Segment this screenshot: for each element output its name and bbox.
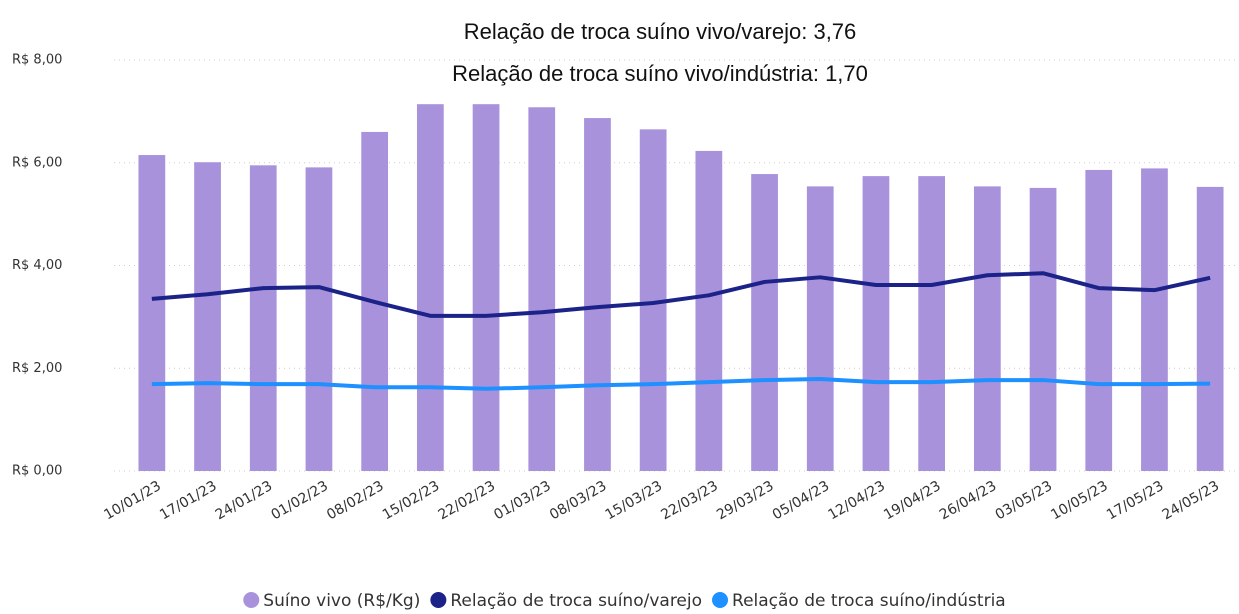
y-tick-label: R$ 2,00 xyxy=(12,361,62,376)
x-tick-label: 15/03/23 xyxy=(603,478,665,523)
y-tick-label: R$ 6,00 xyxy=(12,155,62,170)
x-tick-label: 10/01/23 xyxy=(101,478,163,523)
x-tick-label: 17/01/23 xyxy=(157,478,219,523)
x-tick-label: 22/03/23 xyxy=(658,478,720,523)
x-tick-label: 22/02/23 xyxy=(436,478,498,523)
x-tick-label: 03/05/23 xyxy=(993,478,1055,523)
x-tick-label: 08/02/23 xyxy=(324,478,386,523)
x-tick-label: 29/03/23 xyxy=(714,478,776,523)
bar xyxy=(305,167,333,471)
x-tick-label: 12/04/23 xyxy=(825,478,887,523)
bar xyxy=(584,118,611,472)
bar xyxy=(194,162,221,471)
bar xyxy=(806,186,834,471)
x-tick-label: 10/05/23 xyxy=(1048,478,1110,523)
x-tick-label: 26/04/23 xyxy=(937,478,999,523)
x-tick-label: 24/05/23 xyxy=(1160,478,1222,523)
x-tick-label: 01/03/23 xyxy=(491,478,553,523)
x-tick-label: 01/02/23 xyxy=(268,478,330,523)
y-tick-label: R$ 8,00 xyxy=(12,53,62,68)
legend-marker xyxy=(430,592,447,608)
bar xyxy=(1085,169,1113,471)
legend-label: Suíno vivo (R$/Kg) xyxy=(263,591,420,611)
bar xyxy=(695,150,723,471)
x-tick-label: 17/05/23 xyxy=(1104,478,1166,523)
bar xyxy=(138,155,166,471)
bar xyxy=(249,165,277,471)
bar xyxy=(1029,187,1057,471)
line xyxy=(151,377,1211,391)
y-tick-label: R$ 4,00 xyxy=(12,258,62,273)
bar xyxy=(918,176,946,472)
chart-subtitle: Relação de troca suíno vivo/indústria: 1… xyxy=(452,61,868,86)
x-tick-label: 08/03/23 xyxy=(547,478,609,523)
bar xyxy=(973,186,1001,471)
legend-marker xyxy=(243,592,260,608)
bar xyxy=(1196,186,1224,472)
legend-label: Relação de troca suíno/indústria xyxy=(732,591,1006,611)
legend-marker xyxy=(712,592,729,608)
x-tick-label: 24/01/23 xyxy=(213,478,275,523)
legend: Suíno vivo (R$/Kg) Relação de troca suíno… xyxy=(243,591,1006,611)
x-tick-label: 19/04/23 xyxy=(881,478,943,523)
chart-title: Relação de troca suíno vivo/varejo: 3,76 xyxy=(464,19,857,44)
y-tick-label: R$ 0,00 xyxy=(12,464,62,479)
bar xyxy=(862,176,890,472)
line xyxy=(151,271,1211,318)
legend-label: Relação de troca suíno/varejo xyxy=(450,591,702,611)
bar xyxy=(472,104,500,472)
bar xyxy=(528,107,556,471)
bar xyxy=(1141,168,1168,471)
x-tick-label: 15/02/23 xyxy=(380,478,442,523)
bar xyxy=(416,104,444,472)
bar xyxy=(751,174,778,472)
x-tick-label: 05/04/23 xyxy=(770,478,832,523)
